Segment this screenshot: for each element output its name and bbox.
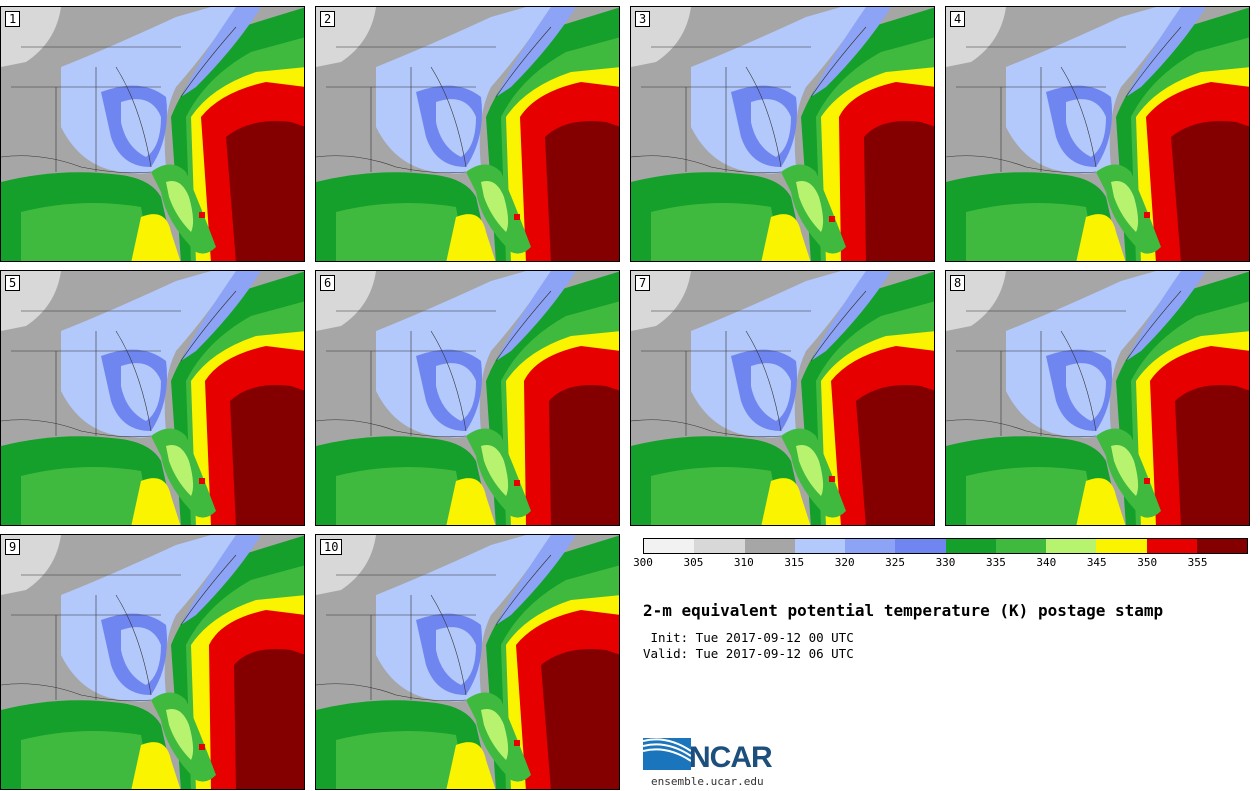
colorbar-tick-label: 315 xyxy=(784,556,805,569)
panel-number-label: 7 xyxy=(635,275,651,291)
panel-number-label: 6 xyxy=(320,275,336,291)
map-panel-7: 7 xyxy=(630,270,935,526)
colorbar-swatch xyxy=(1196,539,1247,553)
colorbar-swatch xyxy=(845,539,896,553)
init-time: Init: Tue 2017-09-12 00 UTC xyxy=(643,630,854,645)
colorbar-swatch xyxy=(644,539,695,553)
colorbar-tick-label: 330 xyxy=(935,556,956,569)
colorbar-swatch xyxy=(895,539,946,553)
colorbar-tick-label: 300 xyxy=(633,556,653,569)
panel-number-label: 8 xyxy=(950,275,966,291)
panel-number-label: 1 xyxy=(5,11,21,27)
colorbar xyxy=(643,538,1248,554)
map-panel-2: 2 xyxy=(315,6,620,262)
colorbar-tick-label: 350 xyxy=(1137,556,1158,569)
map-panel-4: 4 xyxy=(945,6,1250,262)
ncar-swoosh-icon xyxy=(642,738,692,770)
panel-number-label: 2 xyxy=(320,11,336,27)
colorbar-swatch xyxy=(1096,539,1147,553)
colorbar-tick-label: 325 xyxy=(885,556,906,569)
colorbar-tick-label: 355 xyxy=(1187,556,1208,569)
colorbar-ticks: 300 305 310 315 320 325 330 335 340 345 350 355 xyxy=(633,556,1248,570)
map-panel-9: 9 xyxy=(0,534,305,790)
colorbar-tick-label: 320 xyxy=(834,556,855,569)
map-panel-6: 6 xyxy=(315,270,620,526)
colorbar-tick-label: 345 xyxy=(1086,556,1107,569)
ncar-logo: NCAR ensemble.ucar.edu xyxy=(642,733,803,789)
panel-number-label: 9 xyxy=(5,539,21,555)
map-panel-1: 1 xyxy=(0,6,305,262)
colorbar-tick-label: 305 xyxy=(683,556,704,569)
figure-title: 2-m equivalent potential temperature (K)… xyxy=(643,601,1164,620)
colorbar-swatch xyxy=(1046,539,1097,553)
colorbar-tick-label: 310 xyxy=(733,556,754,569)
colorbar-swatch xyxy=(945,539,996,553)
panel-number-label: 5 xyxy=(5,275,21,291)
panel-number-label: 3 xyxy=(635,11,651,27)
map-panel-3: 3 xyxy=(630,6,935,262)
logo-url: ensemble.ucar.edu xyxy=(651,775,764,788)
colorbar-tick-label: 340 xyxy=(1036,556,1057,569)
colorbar-swatch xyxy=(744,539,795,553)
panel-number-label: 10 xyxy=(320,539,343,555)
colorbar-tick-label: 335 xyxy=(985,556,1006,569)
logo-word: NCAR xyxy=(689,741,773,774)
map-panel-8: 8 xyxy=(945,270,1250,526)
colorbar-swatch xyxy=(794,539,845,553)
valid-time: Valid: Tue 2017-09-12 06 UTC xyxy=(643,646,854,661)
colorbar-swatch xyxy=(1146,539,1197,553)
panel-number-label: 4 xyxy=(950,11,966,27)
map-panel-10: 10 xyxy=(315,534,620,790)
colorbar-swatch xyxy=(694,539,745,553)
map-panel-5: 5 xyxy=(0,270,305,526)
colorbar-swatch xyxy=(995,539,1046,553)
